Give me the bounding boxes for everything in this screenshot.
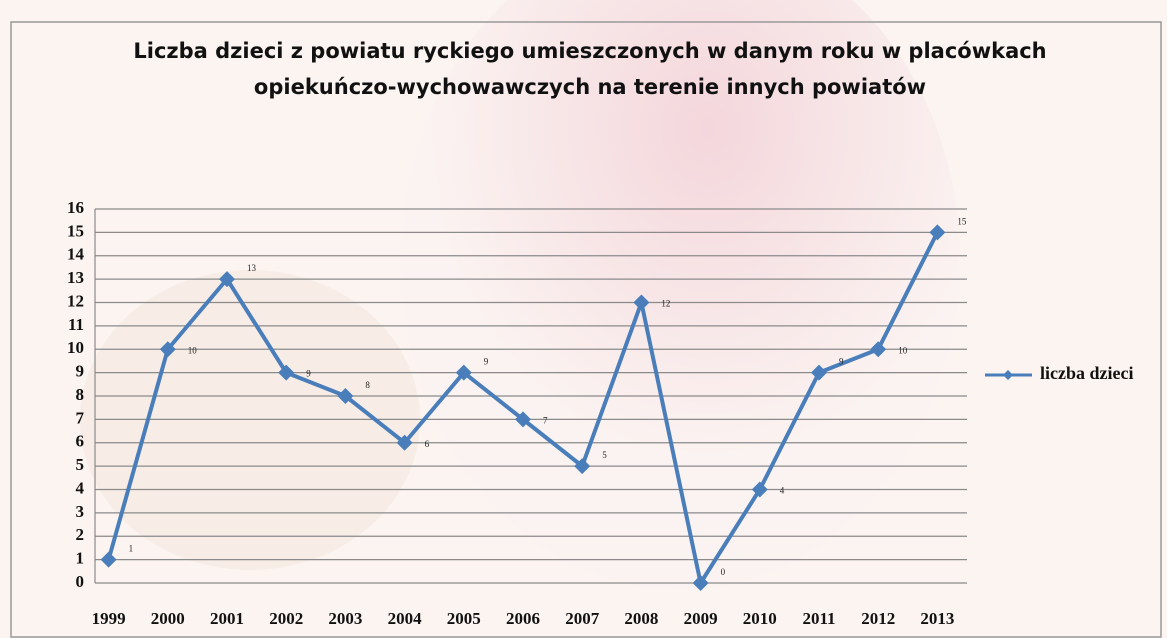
chart-title: Liczba dzieci z powiatu ryckiego umieszc… xyxy=(133,39,1046,63)
data-label: 5 xyxy=(602,450,607,460)
data-label: 7 xyxy=(543,415,548,425)
y-tick-label: 10 xyxy=(67,338,84,357)
data-label: 8 xyxy=(365,380,370,390)
y-tick-label: 8 xyxy=(76,385,85,404)
data-label: 13 xyxy=(247,263,257,273)
x-tick-label: 2011 xyxy=(802,609,835,628)
data-label: 9 xyxy=(306,369,311,379)
data-label: 10 xyxy=(898,345,908,355)
chart-title: opiekuńczo-wychowawczych na terenie inny… xyxy=(254,75,926,99)
y-tick-label: 5 xyxy=(76,455,85,474)
y-tick-label: 0 xyxy=(76,572,85,591)
y-tick-label: 6 xyxy=(76,432,85,451)
x-tick-label: 2002 xyxy=(269,609,303,628)
x-tick-label: 2012 xyxy=(861,609,895,628)
y-tick-label: 1 xyxy=(76,549,85,568)
x-tick-label: 2001 xyxy=(210,609,244,628)
x-tick-label: 2009 xyxy=(684,609,718,628)
data-label: 9 xyxy=(839,357,844,367)
x-tick-label: 1999 xyxy=(92,609,126,628)
y-tick-label: 16 xyxy=(67,198,84,217)
y-tick-label: 4 xyxy=(76,478,85,497)
data-label: 0 xyxy=(721,567,726,577)
x-tick-label: 2010 xyxy=(743,609,777,628)
x-tick-label: 2004 xyxy=(388,609,423,628)
chart: Liczba dzieci z powiatu ryckiego umieszc… xyxy=(0,0,1167,638)
legend-label: liczba dzieci xyxy=(1040,363,1133,383)
y-tick-label: 9 xyxy=(76,362,85,381)
y-tick-label: 14 xyxy=(67,245,85,264)
x-tick-label: 2003 xyxy=(328,609,362,628)
data-label: 10 xyxy=(188,345,198,355)
data-label: 9 xyxy=(484,357,489,367)
y-tick-label: 15 xyxy=(67,221,84,240)
x-tick-label: 2007 xyxy=(565,609,600,628)
data-label: 1 xyxy=(129,544,134,554)
data-label: 4 xyxy=(780,486,785,496)
x-tick-label: 2006 xyxy=(506,609,540,628)
y-tick-label: 2 xyxy=(76,525,85,544)
data-label: 6 xyxy=(425,439,430,449)
y-tick-label: 7 xyxy=(76,408,85,427)
y-tick-label: 13 xyxy=(67,268,84,287)
x-tick-label: 2008 xyxy=(624,609,658,628)
y-tick-label: 12 xyxy=(67,291,84,310)
x-tick-label: 2000 xyxy=(151,609,185,628)
data-label: 12 xyxy=(661,299,670,309)
x-tick-label: 2013 xyxy=(920,609,954,628)
y-tick-label: 3 xyxy=(76,502,85,521)
y-tick-label: 11 xyxy=(68,315,84,334)
data-label: 15 xyxy=(957,216,967,226)
x-tick-label: 2005 xyxy=(447,609,481,628)
